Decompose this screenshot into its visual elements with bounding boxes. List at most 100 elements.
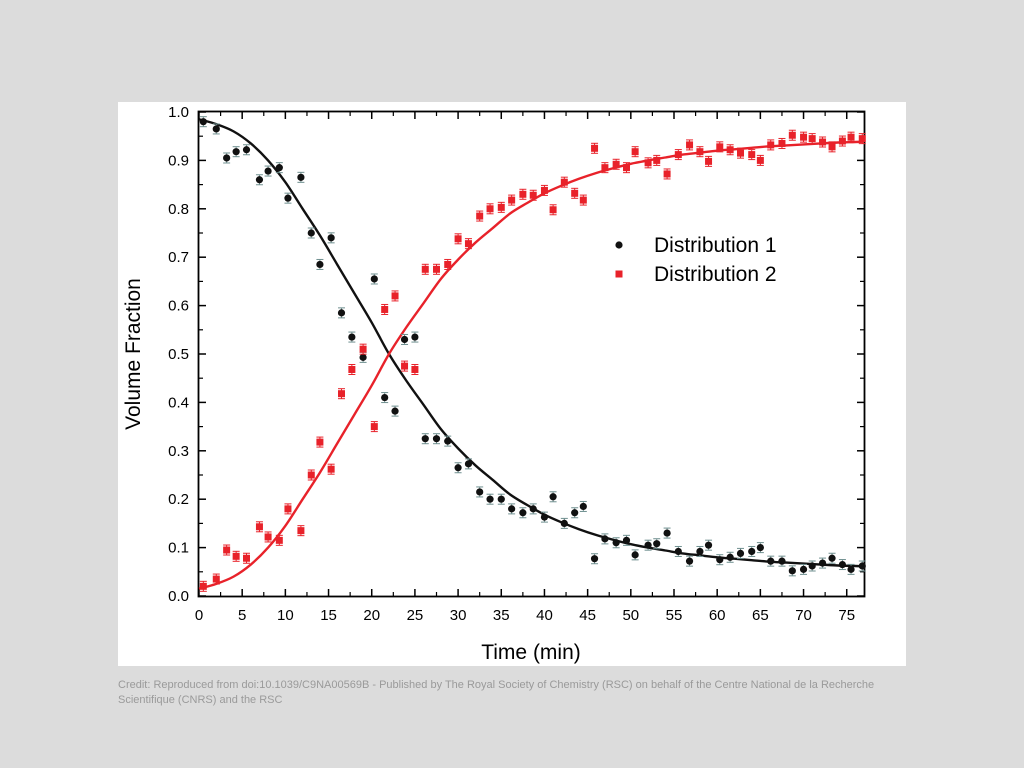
data-point-distribution-1 bbox=[284, 194, 292, 202]
data-point-distribution-2 bbox=[519, 190, 527, 198]
data-point-distribution-2 bbox=[327, 465, 335, 473]
data-point-distribution-1 bbox=[476, 488, 484, 496]
data-point-distribution-1 bbox=[560, 519, 568, 527]
data-point-distribution-2 bbox=[737, 149, 744, 157]
data-point-distribution-1 bbox=[381, 393, 389, 402]
data-point-distribution-1 bbox=[736, 549, 745, 558]
data-point-distribution-1 bbox=[316, 260, 324, 269]
data-point-distribution-1 bbox=[579, 502, 587, 511]
data-point-distribution-1 bbox=[612, 539, 620, 547]
data-point-distribution-1 bbox=[767, 557, 775, 565]
y-tick-label: 0.1 bbox=[168, 540, 189, 557]
data-point-distribution-2 bbox=[612, 160, 620, 168]
data-point-distribution-1 bbox=[232, 148, 240, 156]
data-point-distribution-2 bbox=[307, 471, 315, 479]
data-point-distribution-1 bbox=[529, 505, 537, 513]
data-point-distribution-1 bbox=[307, 229, 315, 237]
data-point-distribution-1 bbox=[788, 567, 796, 575]
data-point-distribution-1 bbox=[212, 125, 220, 133]
data-point-distribution-1 bbox=[685, 557, 694, 565]
data-point-distribution-1 bbox=[297, 173, 305, 181]
data-point-distribution-2 bbox=[767, 141, 775, 149]
data-point-distribution-2 bbox=[778, 139, 786, 147]
volume-fraction-chart: 0 5 10 15 20 25 30 35 40 45 50 55 60 65 70 75 0.0 0.1 0.2 0… bbox=[122, 104, 866, 664]
image-credit: Credit: Reproduced from doi:10.1039/C9NA… bbox=[118, 679, 875, 706]
x-tick-label: 0 bbox=[195, 607, 203, 624]
y-tick-label: 0.6 bbox=[168, 298, 189, 315]
data-point-distribution-2 bbox=[199, 582, 207, 590]
data-point-distribution-2 bbox=[653, 156, 661, 164]
data-point-distribution-2 bbox=[579, 196, 587, 204]
data-point-distribution-2 bbox=[623, 164, 630, 172]
data-point-distribution-1 bbox=[601, 535, 609, 543]
data-point-distribution-2 bbox=[663, 170, 671, 178]
x-tick-label: 10 bbox=[277, 607, 294, 624]
data-point-distribution-2 bbox=[464, 240, 472, 248]
data-point-distribution-2 bbox=[644, 159, 652, 167]
data-point-distribution-2 bbox=[223, 546, 231, 554]
data-point-distribution-2 bbox=[316, 438, 324, 446]
y-tick-label: 0.9 bbox=[168, 152, 189, 169]
data-point-distribution-1 bbox=[726, 553, 734, 561]
data-point-distribution-2 bbox=[297, 527, 305, 535]
data-point-distribution-1 bbox=[464, 460, 473, 468]
data-point-distribution-1 bbox=[704, 541, 713, 549]
y-axis-title: Volume Fraction bbox=[122, 278, 145, 430]
y-tick-label: 0.8 bbox=[168, 201, 189, 218]
x-tick-label: 45 bbox=[579, 607, 596, 624]
data-point-distribution-1 bbox=[778, 557, 786, 565]
x-tick-label: 40 bbox=[536, 607, 553, 624]
data-point-distribution-2 bbox=[726, 146, 734, 154]
data-point-distribution-1 bbox=[622, 536, 631, 544]
data-point-distribution-1 bbox=[674, 547, 682, 556]
data-point-distribution-2 bbox=[275, 536, 283, 544]
data-point-distribution-1 bbox=[454, 464, 462, 472]
data-point-distribution-1 bbox=[858, 562, 866, 570]
axis-ticks bbox=[198, 111, 864, 597]
x-tick-label: 20 bbox=[363, 607, 380, 624]
data-point-distribution-2 bbox=[348, 365, 356, 373]
data-point-distribution-1 bbox=[275, 164, 283, 172]
x-tick-label: 15 bbox=[320, 607, 337, 624]
data-point-distribution-2 bbox=[391, 292, 399, 300]
x-tick-label: 30 bbox=[450, 607, 467, 624]
data-point-distribution-2 bbox=[808, 135, 816, 143]
y-tick-label: 0.4 bbox=[168, 394, 189, 411]
data-point-distribution-2 bbox=[370, 423, 378, 431]
data-point-distribution-1 bbox=[716, 556, 724, 564]
data-point-distribution-2 bbox=[788, 131, 796, 139]
data-point-distribution-2 bbox=[540, 186, 548, 194]
data-point-distribution-2 bbox=[433, 265, 440, 273]
y-tick-label: 0.2 bbox=[168, 491, 189, 508]
data-point-distribution-2 bbox=[508, 196, 516, 204]
fit-curves bbox=[198, 118, 865, 590]
data-point-distribution-2 bbox=[232, 552, 240, 560]
data-point-distribution-2 bbox=[381, 305, 389, 313]
data-point-distribution-1 bbox=[327, 234, 335, 242]
x-tick-label: 65 bbox=[752, 607, 769, 624]
x-tick-label: 5 bbox=[238, 607, 246, 624]
data-point-distribution-1 bbox=[497, 495, 505, 503]
data-point-distribution-1 bbox=[818, 559, 827, 567]
data-point-distribution-2 bbox=[705, 157, 713, 165]
axis-tick-labels: 0 5 10 15 20 25 30 35 40 45 50 55 60 65 70 75 0.0 0.1 0.2 0… bbox=[168, 104, 855, 624]
data-point-distribution-2 bbox=[591, 144, 599, 152]
y-tick-label: 0.5 bbox=[168, 346, 189, 363]
data-point-distribution-1 bbox=[756, 544, 764, 552]
data-point-distribution-1 bbox=[370, 275, 378, 283]
data-point-distribution-1 bbox=[400, 335, 409, 344]
data-point-distribution-2 bbox=[411, 365, 419, 373]
data-point-distribution-2 bbox=[497, 203, 505, 211]
legend-marker-distribution-2 bbox=[615, 270, 623, 278]
data-point-distribution-2 bbox=[444, 260, 452, 268]
data-point-distribution-1 bbox=[519, 509, 527, 517]
data-point-distribution-1 bbox=[838, 560, 847, 569]
figure-panel: 0 5 10 15 20 25 30 35 40 45 50 55 60 65 70 75 0.0 0.1 0.2 0… bbox=[118, 102, 906, 666]
data-point-distribution-1 bbox=[828, 554, 836, 562]
data-point-distribution-1 bbox=[432, 435, 441, 443]
data-point-distribution-2 bbox=[838, 137, 846, 145]
data-point-distribution-1 bbox=[549, 493, 557, 501]
data-point-distribution-1 bbox=[696, 547, 704, 556]
data-point-distribution-1 bbox=[411, 333, 419, 341]
data-point-distribution-2 bbox=[674, 151, 682, 159]
